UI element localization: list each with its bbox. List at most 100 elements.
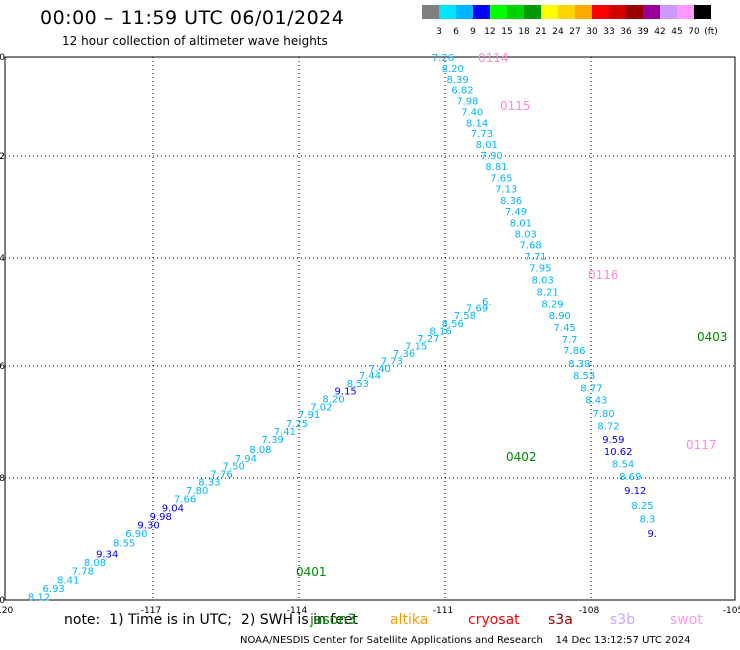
wave-height-label: 8.33 [198, 478, 220, 489]
wave-height-label: 7.7 [562, 335, 578, 346]
sat-label-altika: altika [390, 612, 429, 628]
color-swatch [626, 5, 643, 19]
wave-height-label: 8.03 [532, 276, 554, 287]
color-swatch [592, 5, 609, 19]
wave-height-label: 8.43 [585, 396, 607, 407]
color-scale-label: 24 [552, 27, 564, 37]
color-scale-label: 12 [484, 27, 496, 37]
wave-height-label: 7.91 [298, 410, 320, 421]
wave-height-label: 8.21 [537, 287, 559, 298]
wave-height-label: 7.49 [505, 207, 527, 218]
wave-height-label: 7.68 [519, 241, 541, 252]
wave-height-label: 7.69 [466, 304, 488, 315]
color-scale-label: 18 [518, 27, 530, 37]
pass-number-label: 0402 [506, 450, 537, 464]
wave-height-label: 7.40 [369, 364, 391, 375]
pass-number-label: 0117 [686, 438, 717, 452]
lon-tick-label: -117 [141, 606, 161, 616]
wave-height-label: 6.93 [43, 584, 65, 595]
color-scale-label: 70 [688, 27, 700, 37]
pass-number-label: 0116 [588, 268, 619, 282]
color-swatch [490, 5, 507, 19]
wave-height-label: 7.39 [262, 435, 284, 446]
color-swatch [541, 5, 558, 19]
sat-label-jason3: jason3 [310, 612, 357, 628]
wave-height-label: 7.40 [461, 107, 483, 118]
wave-height-label: 8.08 [249, 445, 271, 456]
pass-number-label: 0114 [478, 51, 509, 65]
wave-height-label: 7.02 [310, 402, 332, 413]
wave-height-label: 8.12 [28, 592, 50, 603]
wave-height-label: 6.90 [125, 529, 147, 540]
wave-height-label: 7.50 [223, 462, 245, 473]
pass-number-label: 0401 [296, 565, 327, 579]
color-scale-label: 9 [470, 27, 476, 37]
wave-height-label: 7.65 [490, 173, 512, 184]
wave-height-label: 7.98 [456, 97, 478, 108]
wave-height-label: 8.25 [631, 501, 653, 512]
wave-height-label: 9.12 [624, 486, 646, 497]
sat-label-s3b: s3b [610, 612, 636, 628]
wave-height-label: 7.80 [186, 486, 208, 497]
wave-height-label: 6.82 [451, 86, 473, 97]
color-swatch [660, 5, 677, 19]
wave-height-label: 8.08 [84, 558, 106, 569]
wave-height-label: 7.45 [554, 323, 576, 334]
lat-tick-label: -58 [0, 474, 5, 484]
map-subtitle: 12 hour collection of altimeter wave hei… [62, 34, 328, 48]
lat-tick-label: -52 [0, 152, 5, 162]
color-swatch [677, 5, 694, 19]
sat-label-swot: swot [670, 612, 703, 628]
wave-height-label: 9.34 [96, 550, 118, 561]
color-swatch [558, 5, 575, 19]
color-swatch [575, 5, 592, 19]
color-swatch [694, 5, 711, 19]
wave-height-label: 7.66 [174, 495, 196, 506]
color-scale-label: 39 [637, 27, 649, 37]
color-scale-label: 27 [569, 27, 581, 37]
wave-height-label: 8.20 [442, 64, 464, 75]
wave-height-label: 8.56 [442, 319, 464, 330]
wave-height-label: 7.27 [417, 334, 439, 345]
color-swatch [609, 5, 626, 19]
wave-height-label: 7.41 [274, 427, 296, 438]
wave-height-label: 8.39 [568, 359, 590, 370]
wave-height-label: 8.41 [57, 575, 79, 586]
wave-height-label: 9.59 [602, 435, 624, 446]
pass-number-label: 0115 [500, 99, 531, 113]
wave-height-label: 8.3 [639, 514, 655, 525]
wave-height-label: 7.94 [235, 454, 257, 465]
wave-height-label: 7.44 [359, 371, 381, 382]
wave-height-label: 10.62 [604, 447, 633, 458]
wave-height-label: 7.73 [381, 357, 403, 368]
wave-height-label: 7.58 [454, 311, 476, 322]
wave-height-label: 7.25 [286, 419, 308, 430]
color-swatch [507, 5, 524, 19]
lon-tick-label: -108 [579, 606, 600, 616]
color-swatch [422, 5, 439, 19]
lon-tick-label: -120 [0, 606, 13, 616]
wave-height-label: 8.16 [429, 326, 451, 337]
wave-height-label: 8.53 [347, 379, 369, 390]
wave-height-label: 9.30 [137, 520, 159, 531]
pass-number-label: 0403 [697, 330, 728, 344]
color-scale-label: 21 [535, 27, 547, 37]
color-scale-label: 45 [671, 27, 683, 37]
footer-note: note: 1) Time is in UTC; 2) SWH is in fe… [64, 612, 358, 628]
wave-height-label: 8.01 [510, 218, 532, 229]
wave-height-label: 9.04 [162, 503, 184, 514]
color-scale-label: 30 [586, 27, 598, 37]
wave-height-label: 8.36 [500, 196, 522, 207]
map-title: 00:00 – 11:59 UTC 06/01/2024 [40, 7, 345, 29]
wave-height-label: 7.73 [471, 129, 493, 140]
wave-height-label: 7.90 [481, 151, 503, 162]
wave-height-label: 9. [647, 529, 657, 540]
wave-height-label: 7.76 [210, 470, 232, 481]
wave-height-label: 8.01 [476, 140, 498, 151]
wave-height-label: 8.81 [485, 162, 507, 173]
lat-tick-label: -60 [0, 596, 5, 606]
lat-tick-label: -54 [0, 254, 5, 264]
lat-tick-label: -56 [0, 362, 5, 372]
